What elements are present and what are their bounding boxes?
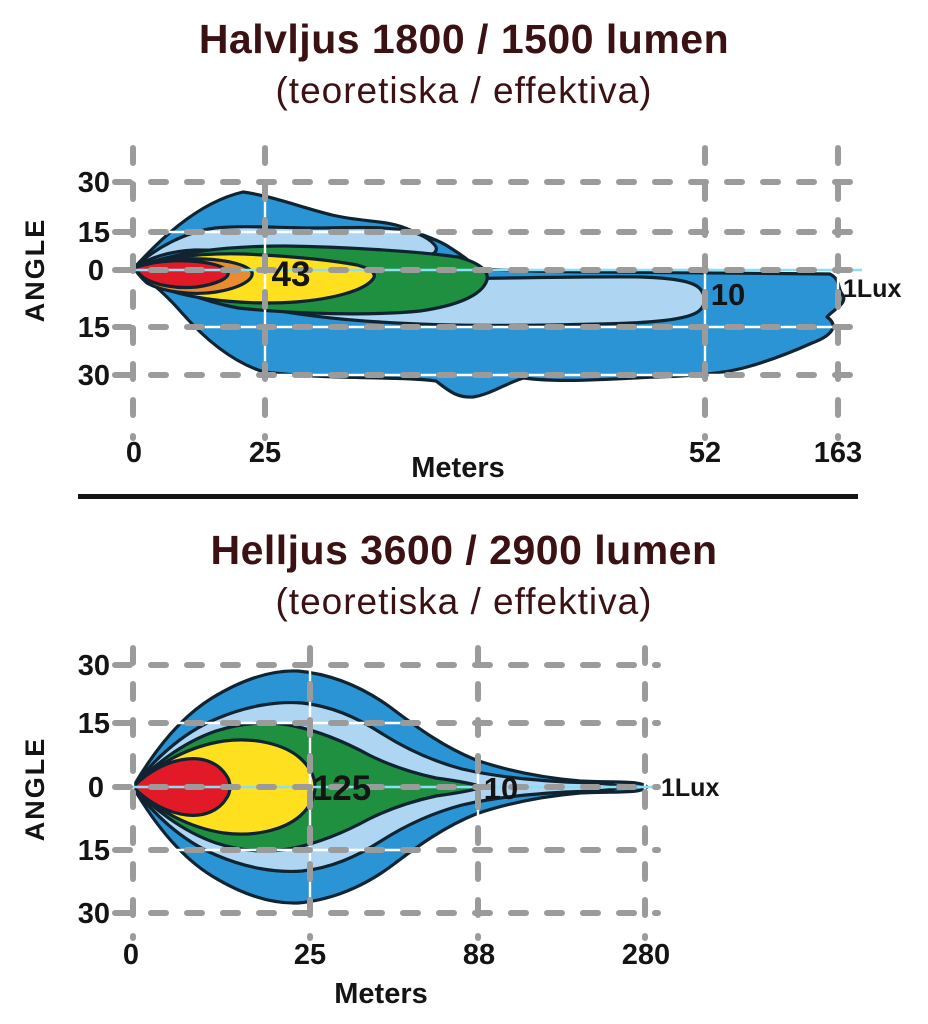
low-beam-isolux-chart: 30 15 0 15 30 ANGLE 0 25 52 163 Meters 4… <box>20 145 902 484</box>
low-beam-subtitle: (teoretiska / effektiva) <box>275 70 653 111</box>
y-axis: 30 15 0 15 30 ANGLE <box>20 650 110 930</box>
y-tick: 0 <box>88 255 104 287</box>
x-tick: 0 <box>123 939 139 971</box>
y-tick: 15 <box>78 708 110 740</box>
x-tick: 163 <box>814 437 862 469</box>
gridlines <box>112 145 865 441</box>
y-tick: 15 <box>78 217 110 249</box>
y-tick: 0 <box>88 772 104 804</box>
lux-label-1lux: 1Lux <box>661 774 719 802</box>
x-tick: 0 <box>126 437 142 469</box>
high-beam-title: Helljus 3600 / 2900 lumen <box>210 527 718 573</box>
y-axis-label: ANGLE <box>20 218 50 323</box>
lux-label-125: 125 <box>313 769 371 808</box>
x-tick: 25 <box>294 939 326 971</box>
x-tick: 280 <box>622 939 670 971</box>
section-divider <box>78 494 858 499</box>
x-tick: 25 <box>249 437 281 469</box>
x-axis-label: Meters <box>334 978 428 1010</box>
high-beam-subtitle: (teoretiska / effektiva) <box>275 581 653 622</box>
y-tick: 15 <box>78 312 110 344</box>
lux-label-43: 43 <box>272 255 311 294</box>
x-axis-label: Meters <box>411 452 505 484</box>
x-axis: 0 25 52 163 Meters <box>126 437 862 484</box>
lux-labels: 125 10 1Lux <box>313 769 720 808</box>
x-axis: 0 25 88 280 Meters <box>123 939 670 1010</box>
y-tick: 30 <box>78 898 110 930</box>
high-beam-isolux-chart: 30 15 0 15 30 ANGLE 0 25 88 280 Meters 1… <box>20 645 720 1010</box>
lux-label-1lux: 1Lux <box>843 275 901 303</box>
lux-label-10: 10 <box>484 771 518 806</box>
x-tick: 52 <box>689 437 721 469</box>
y-tick: 30 <box>78 360 110 392</box>
y-axis: 30 15 0 15 30 ANGLE <box>20 167 110 392</box>
x-tick: 88 <box>463 939 495 971</box>
gridlines <box>112 645 661 941</box>
low-beam-title: Halvljus 1800 / 1500 lumen <box>198 16 730 62</box>
y-tick: 30 <box>78 650 110 682</box>
y-tick: 30 <box>78 167 110 199</box>
y-tick: 15 <box>78 835 110 867</box>
y-axis-label: ANGLE <box>20 737 50 842</box>
lux-label-10: 10 <box>711 277 745 312</box>
lux-labels: 43 10 1Lux <box>272 255 902 312</box>
